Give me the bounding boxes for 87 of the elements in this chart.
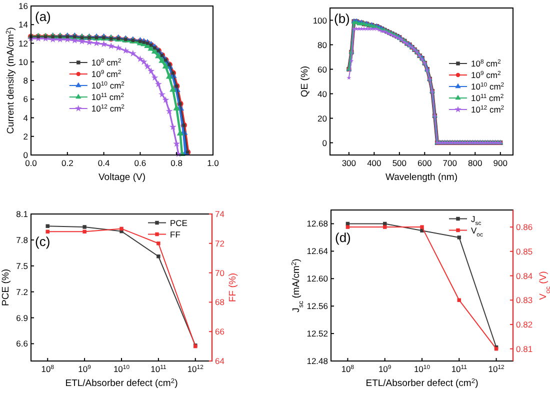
x-tick-label: 10$^{9}$: [378, 364, 392, 374]
x-tick-label: 1.0: [207, 158, 220, 168]
y2-tick-label: 72: [215, 238, 225, 248]
y2-tick-label: 0.85: [516, 246, 533, 256]
x-tick-label: 0.8: [170, 158, 183, 168]
x-tick-label: 10$^{11}$: [150, 364, 167, 374]
y-tick-label: 7.5: [16, 260, 28, 271]
y-tick-label: 7.8: [16, 234, 28, 245]
annotation: (c): [35, 234, 50, 249]
legend-label: PCE: [170, 218, 188, 228]
y2-tick-label: 74: [215, 209, 225, 219]
y2-tick-label: 0.86: [516, 222, 533, 232]
legend-label: 10$^{10}$ cm$^{2}$: [471, 82, 504, 92]
y-tick-label: 2: [23, 131, 28, 142]
annotation: (a): [35, 9, 51, 24]
x-tick-label: 700: [442, 158, 458, 168]
y-tick-label: 12.56: [306, 301, 328, 312]
x-tick-label: 0.0: [25, 158, 38, 168]
x-tick-label: 10$^{8}$: [41, 364, 55, 374]
x-tick-label: 300: [342, 158, 356, 168]
y-tick-label: 6.9: [16, 312, 28, 323]
x-tick-label: 10$^{11}$: [451, 364, 468, 374]
y-tick-label: 6.6: [16, 338, 28, 349]
x-tick-label: 500: [392, 158, 407, 168]
y2-tick-label: 64: [215, 356, 225, 366]
y-tick-label: 12.64: [306, 246, 328, 256]
y2-tick-label: 0.83: [516, 295, 533, 306]
y-tick-label: 80: [318, 40, 328, 50]
x-axis-title: ETL/Absorber defect (cm$^{2}$): [366, 378, 478, 389]
y-tick-label: 12.48: [306, 356, 328, 366]
legend-label: 10$^{12}$ cm$^{2}$: [471, 104, 504, 114]
x-tick-label: 0.4: [98, 158, 110, 168]
y-tick-label: 12.52: [306, 328, 328, 339]
y-tick-label: 16: [18, 1, 28, 11]
y2-tick-label: 0.82: [516, 319, 533, 330]
y-tick-label: 7.2: [16, 286, 28, 297]
x-tick-label: 10$^{10}$: [414, 364, 431, 374]
y2-tick-label: 0.81: [516, 344, 533, 354]
y-tick-label: 20: [318, 113, 328, 124]
y-axis-title: QE (%): [300, 66, 311, 98]
y-tick-label: 14: [18, 20, 28, 30]
x-tick-label: 400: [367, 158, 382, 168]
x-tick-label: 10$^{9}$: [78, 364, 92, 374]
x-axis-title: Voltage (V): [98, 172, 146, 183]
legend-label: V$_{oc}$: [471, 225, 483, 238]
legend-label: 10$^{10}$ cm$^{2}$: [91, 80, 124, 90]
y-tick-label: 8.1: [16, 209, 28, 219]
x-tick-label: 0.6: [134, 158, 146, 168]
legend-label: 10$^{11}$ cm$^{2}$: [471, 93, 504, 103]
x-tick-label: 900: [493, 158, 508, 168]
y-tick-label: 12.60: [306, 274, 328, 284]
legend-label: 10$^{9}$ cm$^{2}$: [471, 70, 501, 80]
legend-label: 10$^{9}$ cm$^{2}$: [91, 69, 122, 79]
y-tick-label: 0: [23, 150, 28, 160]
y-axis-title: PCE (%): [0, 269, 12, 306]
y-tick-label: 60: [318, 64, 328, 74]
annotation: (b): [334, 11, 350, 26]
annotation: (d): [335, 230, 351, 245]
y2-tick-label: 66: [215, 326, 225, 337]
y-tick-label: 0: [322, 138, 328, 148]
y-tick-label: 4: [23, 112, 28, 123]
legend-label: J$_{sc}$: [471, 214, 482, 227]
x-axis-title: ETL/Absorber defect (cm$^{2}$): [65, 378, 178, 389]
x-tick-label: 10$^{10}$: [113, 364, 130, 374]
x-tick-label: 10$^{12}$: [187, 364, 204, 374]
y-tick-label: 12.68: [306, 218, 328, 229]
y-tick-label: 12: [18, 38, 28, 48]
y2-tick-label: 70: [215, 268, 225, 278]
x-axis-title: Wavelength (nm): [386, 172, 458, 183]
x-tick-label: 10$^{12}$: [488, 364, 504, 374]
y2-tick-label: 0.84: [516, 270, 533, 281]
legend-label: 10$^{11}$ cm$^{2}$: [91, 92, 124, 102]
x-tick-label: 0.2: [61, 158, 74, 168]
x-tick-label: 800: [468, 158, 482, 168]
y-tick-label: 8: [23, 76, 28, 86]
legend-label: 10$^{8}$ cm$^{2}$: [471, 58, 501, 68]
y-tick-label: 40: [318, 88, 328, 99]
y-tick-label: 100: [312, 15, 328, 26]
x-tick-label: 600: [418, 158, 432, 168]
legend-label: 10$^{8}$ cm$^{2}$: [91, 58, 122, 68]
y-tick-label: 6: [23, 94, 28, 104]
y2-tick-label: 68: [215, 297, 225, 308]
y-tick-label: 10: [18, 56, 28, 67]
x-tick-label: 10$^{8}$: [341, 364, 355, 374]
legend-label: FF: [170, 229, 180, 240]
legend-label: 10$^{12}$ cm$^{2}$: [91, 104, 124, 114]
y2-axis-title: FF (%): [228, 272, 239, 302]
